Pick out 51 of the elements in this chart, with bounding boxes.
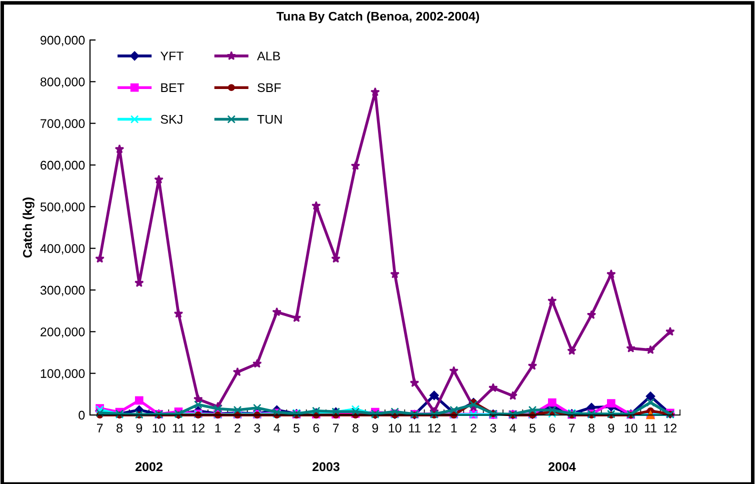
- x-tick-label: 4: [274, 424, 280, 432]
- legend-label: YFT: [160, 52, 184, 60]
- legend-label: BET: [161, 83, 184, 92]
- x-tick-label: 10: [388, 424, 402, 433]
- x-tick-label: 12: [428, 424, 440, 432]
- y-tick-label: 800,000: [40, 77, 85, 88]
- x-tick-label: 6: [549, 424, 556, 433]
- x-tick-label: 5: [530, 424, 536, 433]
- x-tick-label: 8: [588, 424, 594, 433]
- x-tick-label: 2: [470, 424, 476, 432]
- x-tick-label: 3: [254, 424, 260, 433]
- x-tick-label: 1: [451, 424, 457, 432]
- y-tick-label: 600,000: [40, 160, 85, 172]
- x-tick-label: 8: [116, 424, 122, 433]
- y-axis-title: Catch (kg): [22, 198, 34, 258]
- x-tick-label: 11: [172, 424, 184, 432]
- legend-label: SKJ: [160, 114, 182, 124]
- y-tick-label: 900,000: [40, 36, 85, 46]
- x-tick-label: 9: [372, 424, 378, 433]
- y-tick-label: 400,000: [40, 244, 85, 254]
- x-tick-label: 7: [333, 424, 339, 432]
- x-tick-label: 4: [510, 424, 516, 432]
- y-tick-label: 200,000: [40, 327, 85, 338]
- x-tick-label: 9: [136, 424, 142, 433]
- chart-title: Tuna By Catch (Benoa, 2002-2004): [276, 11, 480, 24]
- text: 2003: [312, 462, 340, 472]
- text: 2004: [548, 462, 576, 472]
- x-tick-label: 6: [313, 424, 320, 433]
- x-tick-label: 7: [569, 424, 575, 432]
- x-tick-label: 5: [294, 424, 300, 433]
- x-tick-label: 3: [490, 424, 496, 433]
- y-tick-label: 500,000: [40, 202, 85, 213]
- x-tick-label: 1: [215, 424, 221, 432]
- x-tick-label: 9: [608, 424, 614, 433]
- text: 2002: [136, 462, 162, 472]
- x-tick-label: 12: [192, 424, 204, 432]
- legend-label: ALB: [257, 52, 280, 60]
- x-tick-label: 10: [152, 424, 166, 433]
- y-tick-label: 0: [78, 410, 85, 420]
- x-tick-label: 10: [624, 424, 638, 433]
- x-tick-label: 12: [664, 424, 676, 432]
- y-tick-label: 700,000: [40, 119, 85, 130]
- y-tick-label: 300,000: [40, 286, 85, 296]
- x-tick-label: 11: [408, 424, 420, 432]
- y-tick-label: 100,000: [40, 369, 85, 380]
- legend-label: SBF: [258, 83, 281, 92]
- x-tick-label: 2: [234, 424, 240, 432]
- x-tick-label: 11: [644, 424, 656, 432]
- x-tick-label: 8: [352, 424, 358, 433]
- legend-label: TUN: [257, 115, 282, 124]
- x-tick-label: 7: [97, 424, 103, 432]
